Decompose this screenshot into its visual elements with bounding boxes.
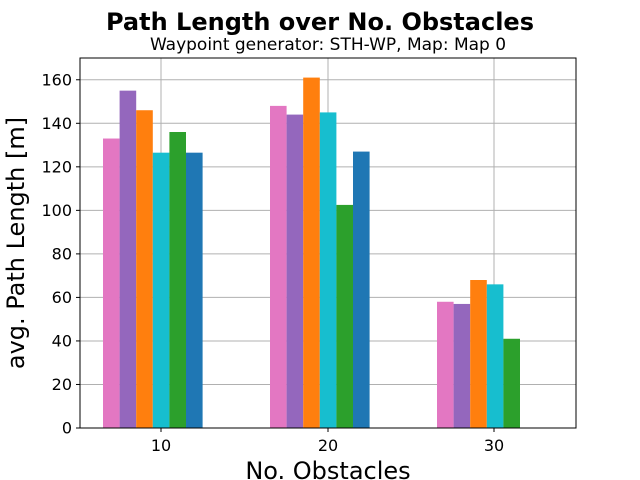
- y-tick-label: 60: [52, 288, 72, 307]
- y-tick-label: 20: [52, 375, 72, 394]
- y-tick-label: 100: [41, 201, 72, 220]
- x-axis-label: No. Obstacles: [245, 457, 410, 480]
- bar: [136, 110, 153, 428]
- bar: [503, 338, 520, 428]
- y-tick-label: 120: [41, 157, 72, 176]
- x-axis: 10 20 30: [151, 428, 504, 455]
- x-tick-label: 30: [484, 436, 504, 455]
- bar: [186, 152, 203, 429]
- y-axis-label: avg. Path Length [m]: [2, 117, 30, 369]
- bar: [103, 138, 120, 428]
- bar: [437, 301, 454, 428]
- bar: [152, 152, 170, 429]
- bar: [470, 280, 487, 428]
- x-tick-label: 10: [151, 436, 171, 455]
- bar: [453, 303, 471, 428]
- y-tick-label: 140: [41, 114, 72, 133]
- bar: [336, 204, 353, 428]
- y-tick-label: 160: [41, 70, 72, 89]
- bar: [286, 114, 304, 429]
- bar: [119, 90, 137, 428]
- chart-title: Path Length over No. Obstacles: [106, 8, 534, 36]
- y-tick-label: 40: [52, 331, 72, 350]
- x-tick-label: 20: [318, 436, 338, 455]
- y-tick-label: 0: [62, 419, 72, 438]
- bar: [270, 105, 287, 428]
- bar: [353, 151, 370, 428]
- y-tick-label: 80: [52, 244, 72, 263]
- chart-subtitle: Waypoint generator: STH-WP, Map: Map 0: [150, 35, 506, 55]
- bar: [486, 284, 504, 428]
- bar: [169, 132, 186, 428]
- y-axis: 0 20 40 60 80 100 120 140 160: [41, 70, 80, 438]
- bar: [319, 112, 337, 428]
- bar: [303, 77, 320, 429]
- bars: [103, 77, 520, 429]
